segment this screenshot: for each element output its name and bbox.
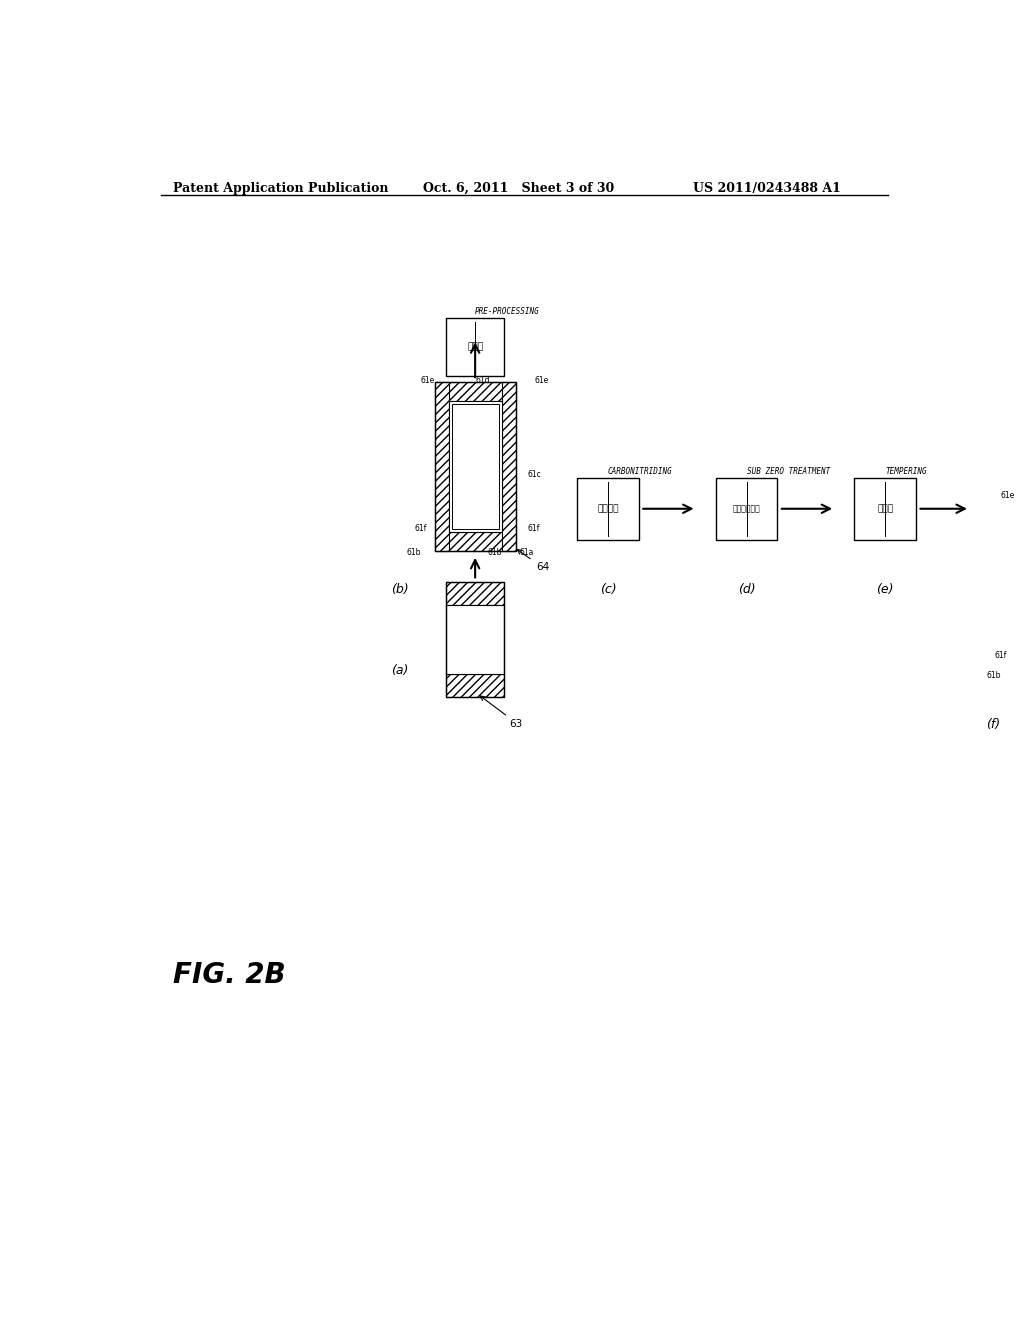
Bar xyxy=(854,478,915,540)
Bar xyxy=(446,318,504,376)
Text: Oct. 6, 2011   Sheet 3 of 30: Oct. 6, 2011 Sheet 3 of 30 xyxy=(423,182,614,194)
Bar xyxy=(502,381,515,552)
Text: 61e: 61e xyxy=(535,376,548,384)
Text: 燃戻し: 燃戻し xyxy=(878,504,893,513)
Text: (e): (e) xyxy=(877,583,894,597)
Bar xyxy=(1000,498,1024,675)
Bar xyxy=(446,605,504,675)
Text: サブゼロ処理: サブゼロ処理 xyxy=(733,504,761,513)
Bar xyxy=(716,478,777,540)
Bar xyxy=(435,381,449,552)
Bar xyxy=(452,404,499,529)
Text: 63: 63 xyxy=(509,719,522,730)
Text: 61b: 61b xyxy=(986,672,1000,680)
Bar xyxy=(1014,318,1024,376)
Bar xyxy=(1015,516,1024,655)
Text: 61f: 61f xyxy=(415,524,427,532)
Bar xyxy=(1018,636,1024,653)
Text: (c): (c) xyxy=(600,583,616,597)
Text: TEMPERING: TEMPERING xyxy=(885,467,927,477)
Bar xyxy=(446,582,504,605)
Text: 61f: 61f xyxy=(994,651,1007,660)
Bar xyxy=(1018,519,1024,536)
Bar xyxy=(435,381,515,552)
Text: 61a: 61a xyxy=(519,548,535,557)
Text: 61f: 61f xyxy=(527,524,541,532)
Bar xyxy=(1018,536,1024,636)
Text: FIG. 2B: FIG. 2B xyxy=(173,961,286,989)
Bar xyxy=(1000,655,1024,675)
Bar xyxy=(578,478,639,540)
Text: (b): (b) xyxy=(391,583,409,597)
Text: 61d: 61d xyxy=(475,376,489,384)
Text: 前処理: 前処理 xyxy=(467,342,483,351)
Text: Patent Application Publication: Patent Application Publication xyxy=(173,182,388,194)
Text: 61c: 61c xyxy=(527,470,541,479)
Text: 64: 64 xyxy=(536,561,549,572)
Bar xyxy=(449,401,502,532)
Text: SUB ZERO TREATMENT: SUB ZERO TREATMENT xyxy=(746,467,829,477)
Text: CARBONITRIDING: CARBONITRIDING xyxy=(608,467,673,477)
Text: PRE-PROCESSING: PRE-PROCESSING xyxy=(475,308,540,315)
Text: 61e: 61e xyxy=(1000,491,1015,500)
Text: US 2011/0243488 A1: US 2011/0243488 A1 xyxy=(692,182,841,194)
Bar xyxy=(446,582,504,697)
Text: (f): (f) xyxy=(986,718,1000,731)
Bar xyxy=(435,532,515,552)
Text: (a): (a) xyxy=(391,664,409,677)
Text: (d): (d) xyxy=(737,583,756,597)
Bar xyxy=(1000,498,1024,516)
Text: 61b: 61b xyxy=(407,548,421,557)
Bar xyxy=(446,675,504,697)
Bar xyxy=(1000,498,1015,675)
Text: 浸炊窒化: 浸炊窒化 xyxy=(597,504,618,513)
Text: 61b: 61b xyxy=(487,548,502,557)
Text: 61e: 61e xyxy=(421,376,435,384)
Bar xyxy=(435,381,515,401)
